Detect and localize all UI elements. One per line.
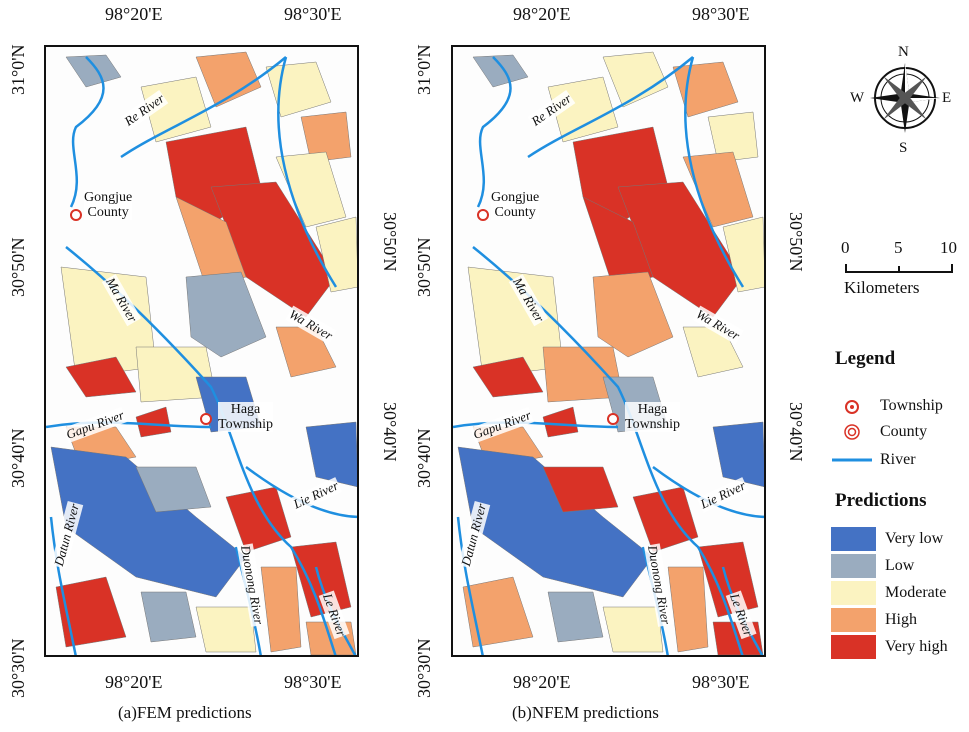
swatch-moderate (831, 581, 876, 605)
lat-label-a-left-2: 30°50'N (8, 237, 28, 297)
compass-rose-icon (870, 63, 940, 133)
township-symbol-icon (845, 400, 859, 414)
scale-tick-5: 5 (894, 238, 903, 257)
compass-w: W (850, 90, 865, 106)
lat-label-b-left-4: 30°30'N (414, 638, 434, 698)
lat-label-b-left-3: 30°40'N (414, 428, 434, 488)
lat-label-b-right-2: 30°50'N (786, 212, 806, 272)
legend-township: Township (880, 397, 943, 414)
legend-moderate: Moderate (885, 584, 947, 601)
lat-label-b-left-2: 30°50'N (414, 237, 434, 297)
label-county: Gongjue County (491, 190, 540, 220)
legend-very-high: Very high (885, 638, 948, 655)
lon-label-a-right-bottom: 98°30'E (284, 672, 342, 692)
lat-label-b-left-1: 31°0'N (414, 44, 434, 95)
legend-high: High (885, 611, 917, 628)
scale-bar (845, 264, 953, 273)
legend-county: County (880, 423, 928, 440)
lon-label-a-left-bottom: 98°20'E (105, 672, 163, 692)
fem-map-svg (46, 51, 357, 655)
swatch-low (831, 554, 876, 578)
lon-label-a-left: 98°20'E (105, 4, 163, 24)
lon-label-a-right: 98°30'E (284, 4, 342, 24)
nfem-patches (457, 51, 764, 655)
fem-patches (50, 51, 357, 655)
legend-river: River (880, 451, 916, 468)
compass-s: S (899, 140, 908, 156)
map-panel-nfem: Re River Ma River Wa River Gapu River Li… (451, 45, 766, 657)
township-marker (200, 413, 212, 425)
county-symbol-icon (844, 424, 860, 440)
compass-e: E (942, 90, 952, 106)
legend-title: Legend (835, 348, 896, 369)
legend-low: Low (885, 557, 915, 574)
lon-label-b-left-bottom: 98°20'E (513, 672, 571, 692)
lat-label-a-right-3: 30°40'N (380, 402, 400, 462)
scale-tick-0: 0 (841, 238, 850, 257)
county-marker (477, 209, 489, 221)
label-township: Haga Township (625, 402, 681, 432)
compass-n: N (898, 44, 909, 60)
swatch-very-low (831, 527, 876, 551)
label-county: Gongjue County (84, 190, 133, 220)
nfem-map-svg (453, 51, 764, 655)
predictions-title: Predictions (835, 490, 927, 511)
label-township: Haga Township (218, 402, 274, 432)
township-marker (607, 413, 619, 425)
caption-nfem: (b)NFEM predictions (512, 703, 659, 722)
lat-label-a-right-2: 30°50'N (380, 212, 400, 272)
scale-tick-10: 10 (940, 238, 957, 257)
county-marker (70, 209, 82, 221)
swatch-high (831, 608, 876, 632)
lon-label-b-left: 98°20'E (513, 4, 571, 24)
caption-fem: (a)FEM predictions (118, 703, 252, 722)
lon-label-b-right: 98°30'E (692, 4, 750, 24)
river-symbol-icon (832, 458, 872, 462)
legend-very-low: Very low (885, 530, 944, 547)
scale-unit: Kilometers (844, 278, 920, 297)
lon-label-b-right-bottom: 98°30'E (692, 672, 750, 692)
lat-label-a-left-1: 31°0'N (8, 44, 28, 95)
map-panel-fem: Re River Ma River Wa River Gapu River Li… (44, 45, 359, 657)
lat-label-a-left-3: 30°40'N (8, 428, 28, 488)
lat-label-a-left-4: 30°30'N (8, 638, 28, 698)
lat-label-b-right-3: 30°40'N (786, 402, 806, 462)
swatch-very-high (831, 635, 876, 659)
